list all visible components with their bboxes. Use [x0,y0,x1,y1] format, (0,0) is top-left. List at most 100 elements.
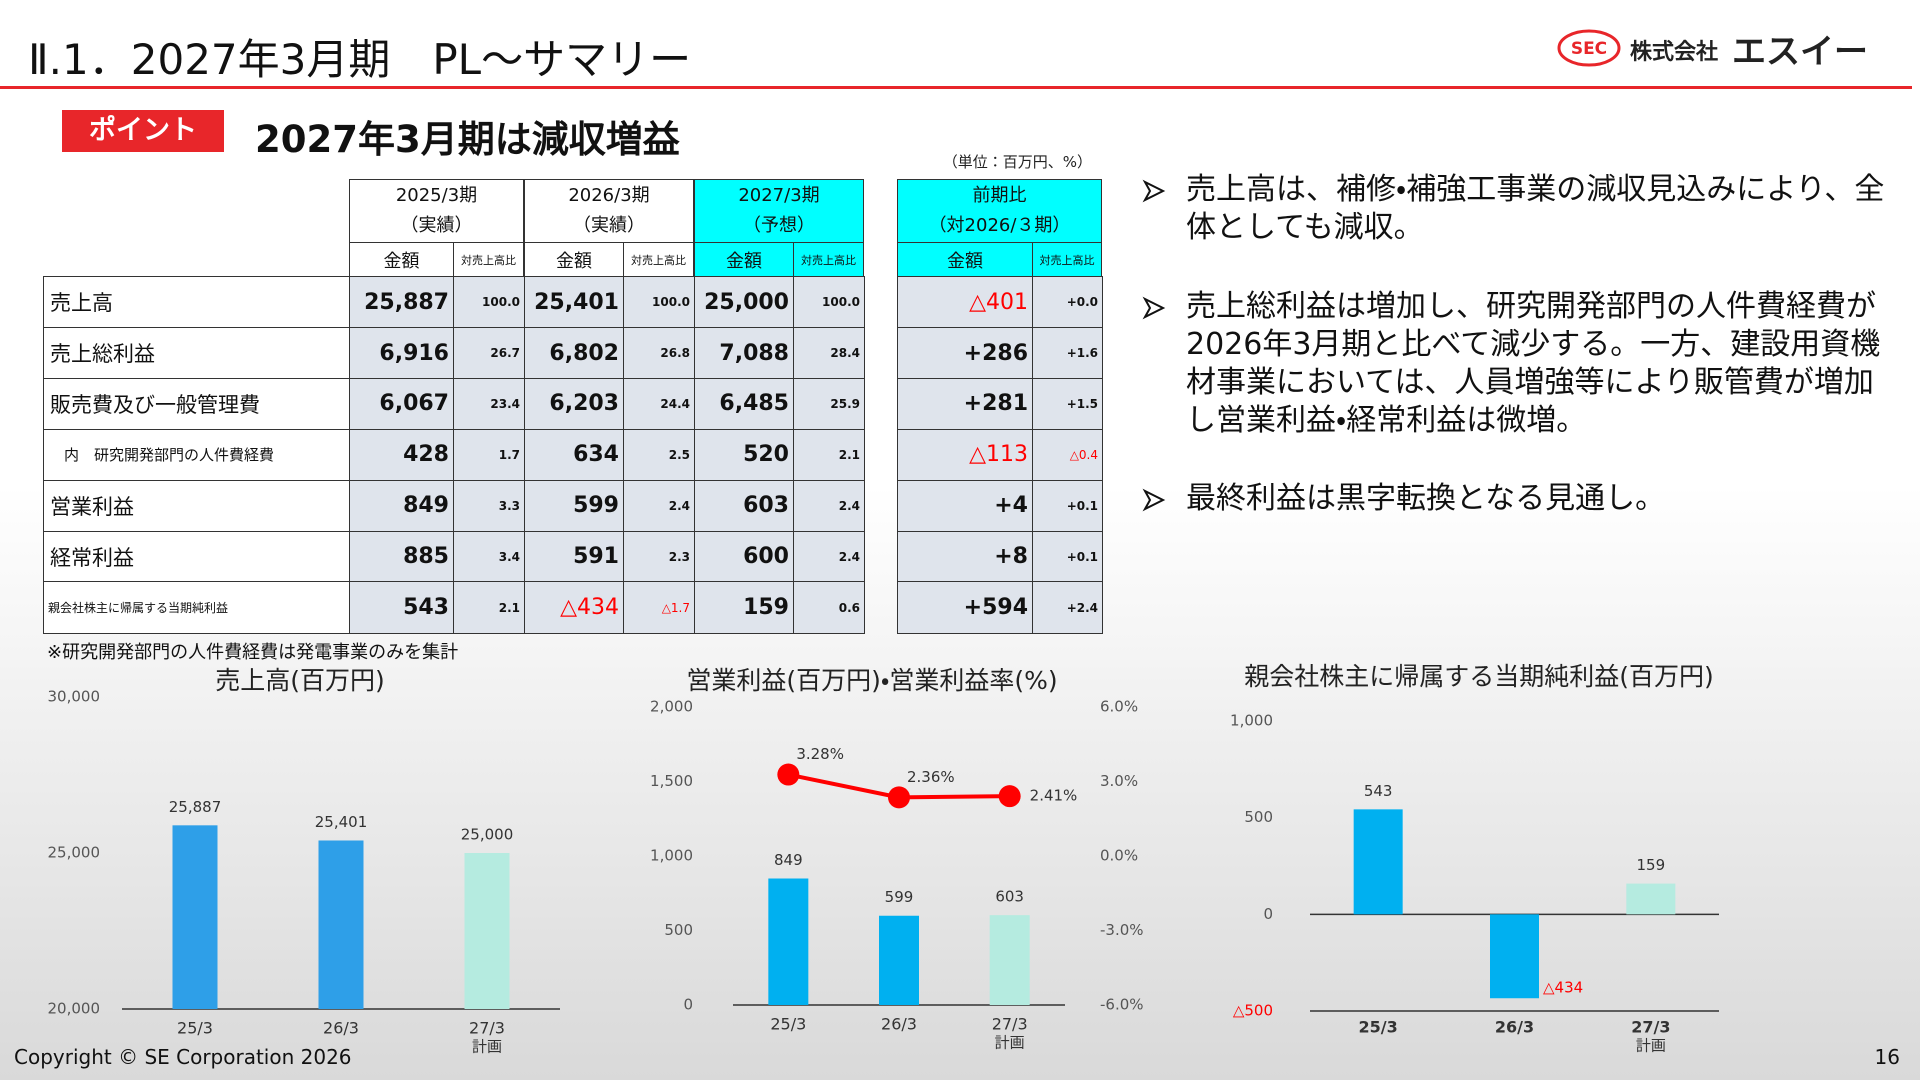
header-kind: （実績） [573,215,645,236]
table-cell: 599 [524,479,624,532]
y2-tick-label: 0.0% [1100,847,1138,865]
value-label: 159 [1637,856,1666,874]
line-label: 3.28% [796,745,844,763]
logo-oval [1557,29,1621,67]
x-tick-label: 27/3 [1631,1018,1670,1037]
bar [1353,809,1403,915]
y-tick-label: 1,000 [1230,712,1273,730]
bullet-arrow [1142,296,1166,320]
header-kind: （対2026/３期） [928,215,1071,236]
table-cell: +1.6 [1032,326,1103,380]
table-sub-header: 金額 [524,242,624,277]
table-cell: 2.5 [623,428,695,482]
y-tick-label: 20,000 [48,1000,101,1018]
slide-title: Ⅱ.1．2027年3月期 PL～サマリー [28,35,692,84]
point-badge: ポイント [62,110,224,152]
table-cell: 2.1 [453,581,525,634]
table-cell: △434 [524,581,624,634]
table-cell: 25,887 [349,276,454,329]
table-cell: △113 [897,428,1033,482]
unit-note: （単位：百万円、%） [942,153,1092,171]
table-sub-header: 金額 [897,242,1033,277]
table-cell: 6,067 [349,377,454,431]
x-tick-label: 27/3 [992,1015,1028,1034]
bullet-arrow [1142,179,1166,203]
table-cell: +0.1 [1032,479,1103,532]
table-cell: +281 [897,377,1033,431]
table-cell: 6,485 [694,377,794,431]
y-tick-label: 30,000 [48,688,101,706]
bar [172,825,218,1009]
table-cell: 26.8 [623,326,695,380]
table-cell: 100.0 [623,276,695,329]
table-cell: 7,088 [694,326,794,380]
table-cell: 2.4 [793,530,865,583]
table-cell: +594 [897,581,1033,634]
y-tick-label: 0 [683,996,693,1014]
table-cell: 543 [349,581,454,634]
table-cell: 23.4 [453,377,525,431]
table-cell: +8 [897,530,1033,583]
bar [1490,914,1539,999]
table-cell: 3.3 [453,479,525,532]
line-label: 2.36% [907,768,955,786]
y2-tick-label: 6.0% [1100,698,1138,716]
table-sub-header: 対売上高比 [623,242,694,277]
title-rule [0,86,1912,89]
logo-text: SEC [1571,39,1607,59]
value-label: 25,401 [315,813,368,831]
y2-tick-label: 3.0% [1100,772,1138,790]
row-label: 販売費及び一般管理費 [43,377,350,431]
line-label: 2.41% [1030,787,1078,805]
value-label: 25,000 [461,826,514,844]
x-tick-note: 計画 [1636,1037,1666,1055]
header-kind: （実績） [400,215,473,236]
table-cell: 100.0 [453,276,525,329]
value-label: 849 [774,851,803,869]
table-cell: +0.0 [1032,276,1103,329]
point-text: 2027年3月期は減収増益 [255,118,680,161]
table-cell: 6,916 [349,326,454,380]
row-label: 内 研究開発部門の人件費経費 [43,428,350,482]
table-cell: △401 [897,276,1033,329]
table-cell: 849 [349,479,454,532]
bar [879,915,919,1005]
x-tick-note: 計画 [995,1034,1025,1052]
header-kind: （予想） [743,215,815,236]
table-group-header: 2025/3期 （実績） [349,179,524,243]
table-cell: △0.4 [1032,428,1103,482]
bar [318,840,364,1009]
table-cell: 24.4 [623,377,695,431]
row-label: 売上高 [43,276,350,329]
y-tick-label: 500 [664,921,693,939]
header-period: 前期比 [972,185,1027,206]
table-cell: 2.4 [623,479,695,532]
footnote: ※研究開発部門の人件費経費は発電事業のみを集計 [47,642,459,663]
y2-tick-label: -6.0% [1100,996,1144,1014]
company-prefix: 株式会社 [1630,40,1719,65]
copyright: Copyright © SE Corporation 2026 [14,1045,352,1069]
table-cell: 100.0 [793,276,865,329]
table-cell: 25,000 [694,276,794,329]
table-cell: 159 [694,581,794,634]
table-cell: 2.1 [793,428,865,482]
y-tick-label: 1,500 [650,772,693,790]
bullet-arrow [1142,488,1166,512]
chart-title: 売上高(百万円) [215,666,385,695]
table-group-header: 前期比 （対2026/３期） [897,179,1102,243]
y2-tick-label: -3.0% [1100,921,1144,939]
x-tick-label: 25/3 [177,1019,213,1038]
header-period: 2027/3期 [738,185,820,206]
table-cell: 428 [349,428,454,482]
table-cell: 591 [524,530,624,583]
table-cell: 3.4 [453,530,525,583]
table-cell: 25.9 [793,377,865,431]
table-sub-header: 対売上高比 [1032,242,1102,277]
x-tick-label: 25/3 [770,1015,806,1034]
table-cell: 600 [694,530,794,583]
row-label: 親会社株主に帰属する当期純利益 [43,581,350,634]
table-cell: 603 [694,479,794,532]
bar [768,878,809,1005]
